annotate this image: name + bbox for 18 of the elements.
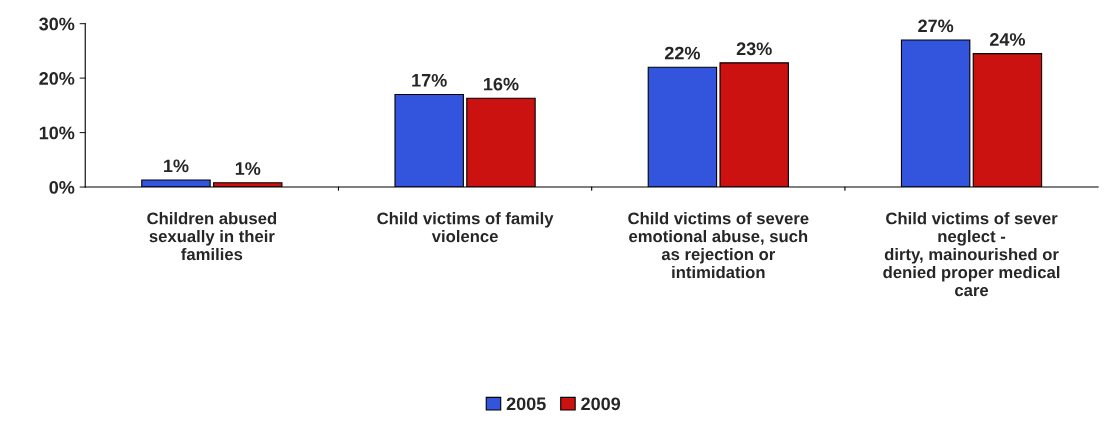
data-label: 16% bbox=[484, 77, 519, 91]
data-label: 23% bbox=[736, 42, 772, 56]
y-tick-label: 30% bbox=[39, 17, 75, 31]
x-tick-label: Child victims of severe emotional abuse, such as rejection or intimidation bbox=[628, 212, 809, 279]
data-label: 1% bbox=[235, 162, 261, 175]
x-tick-label: Child victims of family violence bbox=[377, 212, 554, 243]
y-tick-label: 10% bbox=[39, 126, 75, 140]
x-tick-label: Child victims of sever neglect - dirty, mainourished or denied proper medical care bbox=[883, 212, 1060, 297]
y-tick-label: 20% bbox=[39, 72, 75, 85]
data-label: 22% bbox=[664, 46, 700, 60]
data-label: 17% bbox=[412, 73, 447, 87]
y-tick-label: 0% bbox=[49, 180, 75, 194]
legend-label: 2005 bbox=[506, 397, 546, 411]
data-label: 24% bbox=[989, 33, 1026, 46]
data-label: 1% bbox=[164, 159, 189, 173]
x-tick-label: Children abused sexually in their families bbox=[147, 212, 277, 261]
legend-label: 2009 bbox=[581, 397, 621, 411]
data-label: 27% bbox=[918, 19, 954, 33]
